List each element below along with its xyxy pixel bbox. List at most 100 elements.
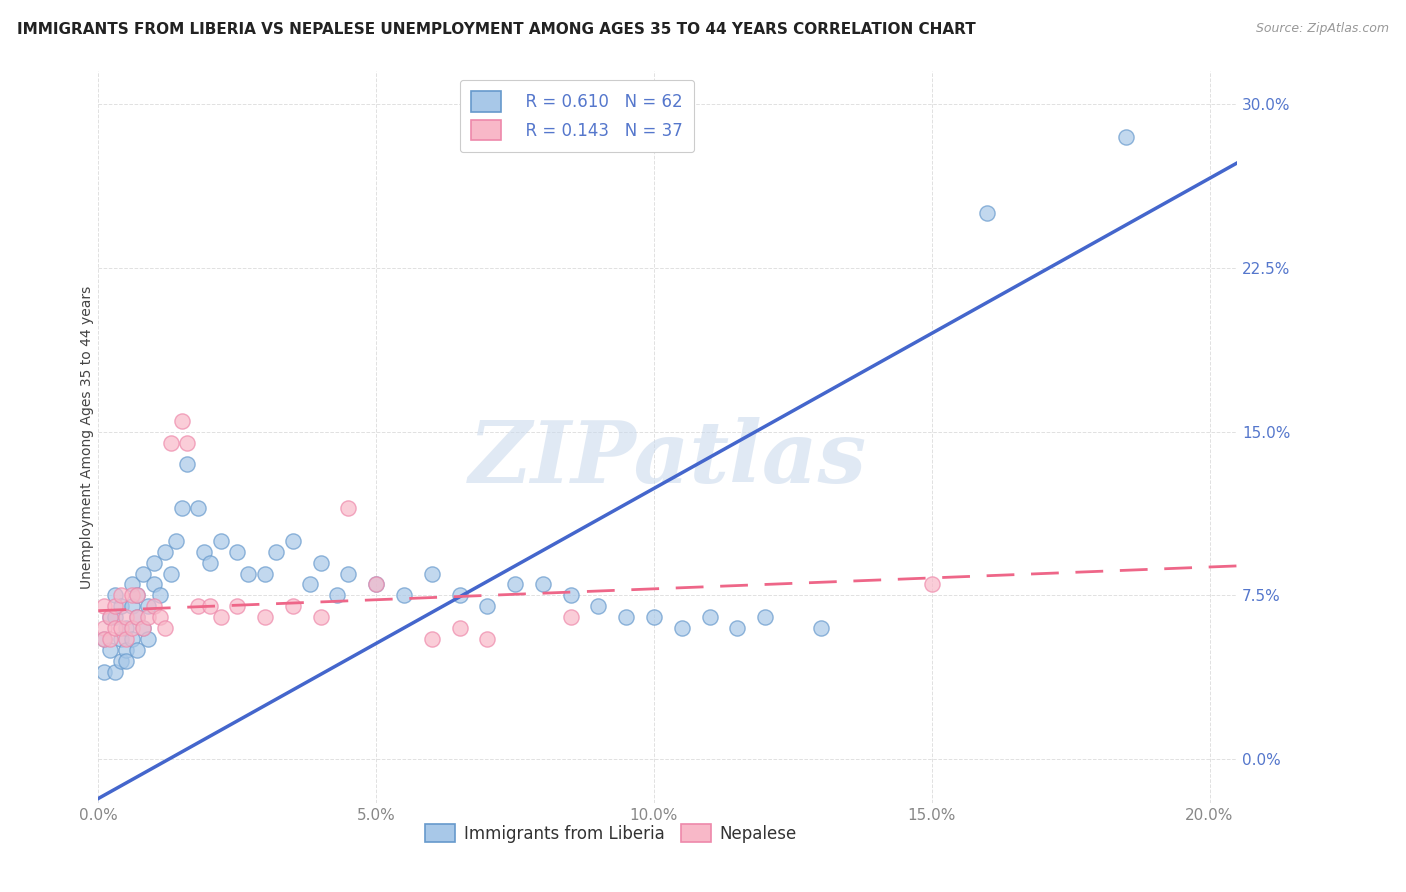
Point [254,566,277,581]
Point [560,610,582,624]
Point [143,577,166,591]
Point [127,643,149,657]
Text: IMMIGRANTS FROM LIBERIA VS NEPALESE UNEMPLOYMENT AMONG AGES 35 TO 44 YEARS CORRE: IMMIGRANTS FROM LIBERIA VS NEPALESE UNEM… [17,22,976,37]
Point [420,566,443,581]
Point [531,577,554,591]
Point [153,545,176,559]
Point [165,533,187,548]
Point [170,414,193,428]
Point [326,588,349,602]
Point [127,610,149,624]
Point [110,621,132,635]
Point [159,435,181,450]
Text: Source: ZipAtlas.com: Source: ZipAtlas.com [1256,22,1389,36]
Point [127,588,149,602]
Point [121,621,143,635]
Point [98,632,121,646]
Point [121,588,143,602]
Point [810,621,832,635]
Point [159,566,181,581]
Point [115,643,138,657]
Point [143,556,166,570]
Point [254,610,277,624]
Point [93,632,115,646]
Point [921,577,943,591]
Point [366,577,388,591]
Point [420,632,443,646]
Point [699,610,721,624]
Point [392,588,415,602]
Point [104,588,127,602]
Point [121,599,143,614]
Point [132,621,155,635]
Point [1115,129,1137,144]
Point [138,610,160,624]
Point [170,501,193,516]
Point [176,458,198,472]
Point [93,632,115,646]
Point [138,632,160,646]
Point [121,577,143,591]
Point [143,599,166,614]
Point [725,621,748,635]
Point [209,610,232,624]
Point [588,599,610,614]
Point [115,610,138,624]
Point [110,632,132,646]
Point [110,599,132,614]
Point [366,577,388,591]
Point [193,545,215,559]
Point [643,610,665,624]
Point [209,533,232,548]
Point [198,556,221,570]
Point [337,501,360,516]
Point [337,566,360,581]
Point [98,610,121,624]
Point [309,556,332,570]
Point [93,621,115,635]
Point [281,533,304,548]
Y-axis label: Unemployment Among Ages 35 to 44 years: Unemployment Among Ages 35 to 44 years [80,285,94,589]
Point [976,206,998,220]
Point [298,577,321,591]
Point [110,588,132,602]
Point [176,435,198,450]
Point [238,566,260,581]
Point [477,599,499,614]
Point [671,621,693,635]
Point [148,610,170,624]
Point [132,621,155,635]
Point [560,588,582,602]
Point [93,665,115,679]
Point [226,545,249,559]
Point [127,610,149,624]
Point [104,610,127,624]
Point [132,566,155,581]
Point [477,632,499,646]
Point [104,599,127,614]
Point [153,621,176,635]
Point [110,654,132,668]
Point [198,599,221,614]
Point [148,588,170,602]
Point [115,632,138,646]
Point [115,621,138,635]
Point [93,599,115,614]
Point [264,545,287,559]
Legend: Immigrants from Liberia, Nepalese: Immigrants from Liberia, Nepalese [419,818,803,849]
Point [309,610,332,624]
Point [187,599,209,614]
Point [98,643,121,657]
Point [121,632,143,646]
Point [226,599,249,614]
Point [104,621,127,635]
Point [187,501,209,516]
Point [98,610,121,624]
Text: ZIPatlas: ZIPatlas [468,417,868,500]
Point [115,654,138,668]
Point [614,610,637,624]
Point [104,665,127,679]
Point [754,610,776,624]
Point [503,577,526,591]
Point [281,599,304,614]
